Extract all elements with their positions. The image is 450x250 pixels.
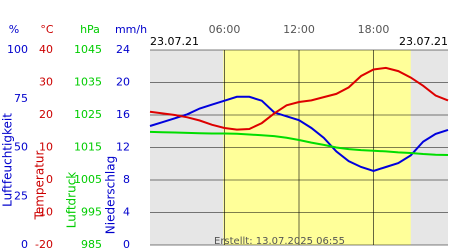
y-tick-label: 1015 [74, 141, 102, 154]
y-tick-label: 1025 [74, 108, 102, 121]
y-tick-label: -10 [35, 206, 53, 219]
created-note: Erstellt: 13.07.2025 06:55 [214, 236, 345, 247]
y-tick-label: 20 [39, 108, 53, 121]
y-tick-label: 0 [123, 238, 130, 250]
date-label: 23.07.21 [150, 35, 199, 48]
y-tick-label: 10 [39, 141, 53, 154]
axis-title: Niederschlag [104, 156, 118, 234]
axis-unit: % [9, 23, 19, 36]
y-tick-label: 1005 [74, 173, 102, 186]
series-line [149, 66, 449, 131]
y-tick-label: 8 [123, 173, 130, 186]
axis-title: Luftfeuchtigkeit [1, 113, 15, 207]
series-line [149, 130, 449, 156]
y-tick-label: 995 [81, 206, 102, 219]
y-tick-label: 16 [116, 108, 130, 121]
y-tick-label: 20 [116, 76, 130, 89]
y-tick-label: 1035 [74, 76, 102, 89]
y-tick-label: 30 [39, 76, 53, 89]
axis-unit: hPa [80, 23, 100, 36]
axis-unit: mm/h [115, 23, 147, 36]
x-tick-label: 06:00 [209, 23, 241, 36]
y-tick-label: -20 [35, 238, 53, 250]
y-tick-label: 0 [21, 238, 28, 250]
x-tick-label: 18:00 [358, 23, 390, 36]
y-tick-label: 24 [116, 43, 130, 56]
y-tick-label: 0 [46, 173, 53, 186]
y-tick-label: 40 [39, 43, 53, 56]
y-tick-label: 50 [14, 141, 28, 154]
y-tick-label: 1045 [74, 43, 102, 56]
y-tick-label: 75 [14, 92, 28, 105]
y-tick-label: 985 [81, 238, 102, 250]
y-tick-label: 12 [116, 141, 130, 154]
y-tick-label: 25 [14, 189, 28, 202]
series-line [149, 95, 449, 172]
axis-unit: °C [40, 23, 54, 36]
axis-title: Temperatur [33, 150, 47, 220]
axis-title: Luftdruck [65, 172, 79, 229]
date-label: 23.07.21 [399, 35, 448, 48]
x-tick-label: 12:00 [283, 23, 315, 36]
y-tick-label: 4 [123, 206, 130, 219]
y-tick-label: 100 [7, 43, 28, 56]
